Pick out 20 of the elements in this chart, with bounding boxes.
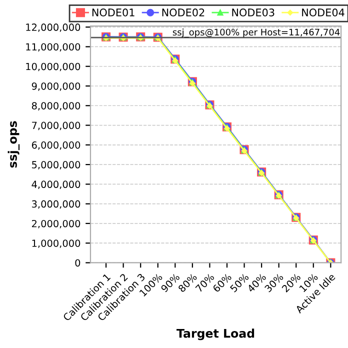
y-tick-label: 10,000,000 <box>26 62 80 72</box>
legend-label: NODE04 <box>302 8 344 16</box>
y-tick-label: 4,000,000 <box>32 180 80 190</box>
legend-label: NODE03 <box>232 8 274 16</box>
y-axis-title: ssj_ops <box>8 121 20 168</box>
x-axis-title: Target Load <box>176 328 254 340</box>
y-tick-label: 0 <box>75 259 80 267</box>
legend-label: NODE01 <box>92 8 134 16</box>
y-tick-label: 8,000,000 <box>32 102 80 110</box>
y-tick-label: 7,000,000 <box>32 122 80 130</box>
y-tick-label: 5,000,000 <box>32 161 80 170</box>
legend-label: NODE02 <box>162 8 204 16</box>
y-tick-label: 3,000,000 <box>32 200 80 209</box>
y-tick-label: 11,000,000 <box>26 43 80 52</box>
y-tick-label: 9,000,000 <box>32 82 80 91</box>
y-tick-label: 1,000,000 <box>32 240 80 248</box>
y-tick-label: 2,000,000 <box>32 220 80 228</box>
y-tick-label: 12,000,000 <box>26 24 80 32</box>
ref-line-label: ssj_ops@100% per Host=11,467,704 <box>172 28 340 38</box>
y-tick-label: 6,000,000 <box>32 141 80 150</box>
